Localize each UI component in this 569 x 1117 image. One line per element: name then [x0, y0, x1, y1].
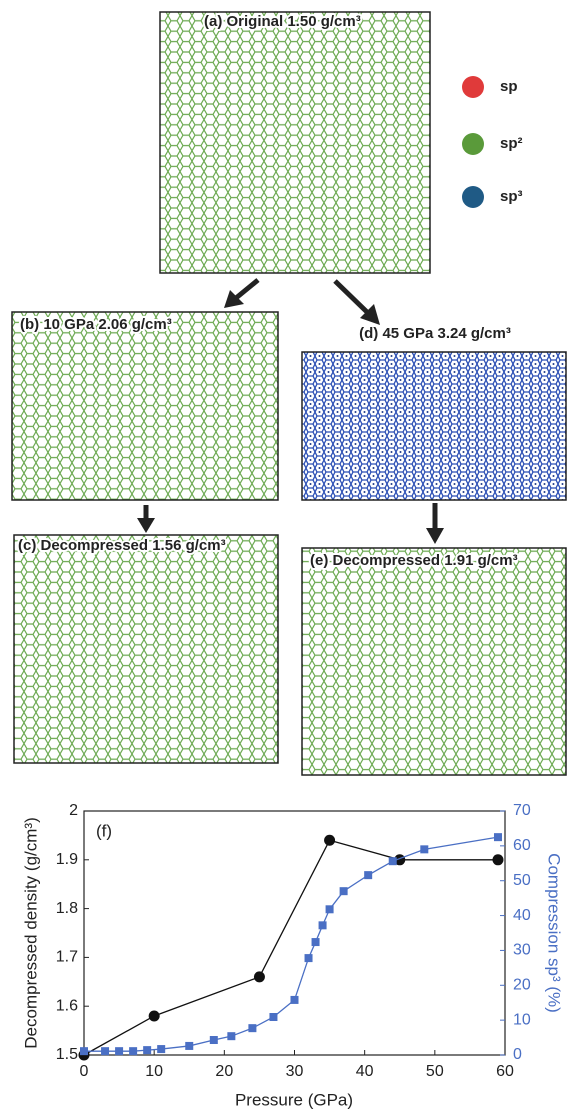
y-tick-label: 1.5: [56, 1046, 78, 1063]
point: [290, 995, 299, 1004]
y2-tick-label: 0: [513, 1046, 522, 1063]
point: [115, 1047, 124, 1056]
x-tick-label: 60: [496, 1063, 514, 1080]
point: [101, 1047, 110, 1056]
y-tick-label: 1.6: [56, 997, 78, 1014]
panel-label: (d) 45 GPa 3.24 g/cm³: [359, 325, 511, 342]
y2-tick-label: 40: [513, 907, 531, 924]
point: [311, 938, 320, 947]
legend-label: sp: [500, 78, 518, 95]
panel-d: (d) 45 GPa 3.24 g/cm³: [301, 323, 567, 501]
y-tick-label: 1.8: [56, 900, 78, 917]
point: [148, 1010, 160, 1022]
panel-a: (a) Original 1.50 g/cm³: [159, 11, 431, 274]
chart: (f) Pressure (GPa) Decompressed density …: [21, 802, 563, 1109]
point: [492, 854, 504, 866]
series-line: [83, 839, 498, 1056]
panel-label: (e) Decompressed 1.91 g/cm³: [310, 552, 518, 569]
point: [248, 1024, 257, 1033]
x-tick-label: 50: [426, 1063, 444, 1080]
point: [388, 857, 397, 866]
y-tick-label: 1.7: [56, 949, 78, 966]
point: [339, 887, 348, 896]
panel-label: (c) Decompressed 1.56 g/cm³: [18, 537, 226, 554]
x-axis-label: Pressure (GPa): [235, 1090, 353, 1109]
point: [157, 1045, 166, 1054]
panel-label: (f): [96, 821, 112, 840]
y2-tick-label: 60: [513, 837, 531, 854]
plot-frame: [83, 810, 506, 1056]
y-tick-label: 1.9: [56, 851, 78, 868]
legend: sp sp² sp³: [462, 76, 523, 208]
panel-e: (e) Decompressed 1.91 g/cm³: [301, 547, 567, 776]
point: [80, 1047, 88, 1056]
point: [227, 1032, 236, 1041]
point: [304, 954, 313, 963]
legend-dot: [462, 76, 484, 98]
panel-c: (c) Decompressed 1.56 g/cm³: [13, 534, 279, 764]
y2-axis-label: Compression sp³ (%): [545, 853, 564, 1013]
point: [325, 905, 334, 914]
legend-dot: [462, 186, 484, 208]
point: [269, 1013, 278, 1022]
x-tick-label: 30: [286, 1063, 304, 1080]
point: [493, 833, 502, 842]
legend-label: sp³: [500, 188, 523, 205]
panel-label: (a) Original 1.50 g/cm³: [204, 13, 361, 30]
x-tick-label: 10: [145, 1063, 163, 1080]
point: [209, 1036, 218, 1045]
y2-tick-label: 70: [513, 802, 531, 819]
x-tick-label: 0: [80, 1063, 89, 1080]
y-axis-label: Decompressed density (g/cm³): [21, 817, 40, 1048]
y-tick-label: 2: [69, 802, 78, 819]
legend-dot: [462, 133, 484, 155]
point: [420, 845, 429, 854]
point: [253, 971, 265, 983]
series-line: [84, 836, 499, 1052]
point: [143, 1046, 152, 1055]
x-tick-label: 20: [215, 1063, 233, 1080]
point: [185, 1041, 194, 1050]
panel-b: (b) 10 GPa 2.06 g/cm³: [11, 311, 279, 501]
y2-tick-label: 30: [513, 942, 531, 959]
point: [129, 1047, 138, 1056]
point: [364, 871, 373, 880]
arrows: [137, 278, 444, 544]
point: [318, 921, 327, 930]
legend-label: sp²: [500, 135, 523, 152]
y2-tick-label: 50: [513, 872, 531, 889]
y2-tick-label: 20: [513, 977, 531, 994]
y2-tick-label: 10: [513, 1011, 531, 1028]
panel-label: (b) 10 GPa 2.06 g/cm³: [20, 316, 172, 333]
point: [324, 834, 336, 846]
x-tick-label: 40: [356, 1063, 374, 1080]
